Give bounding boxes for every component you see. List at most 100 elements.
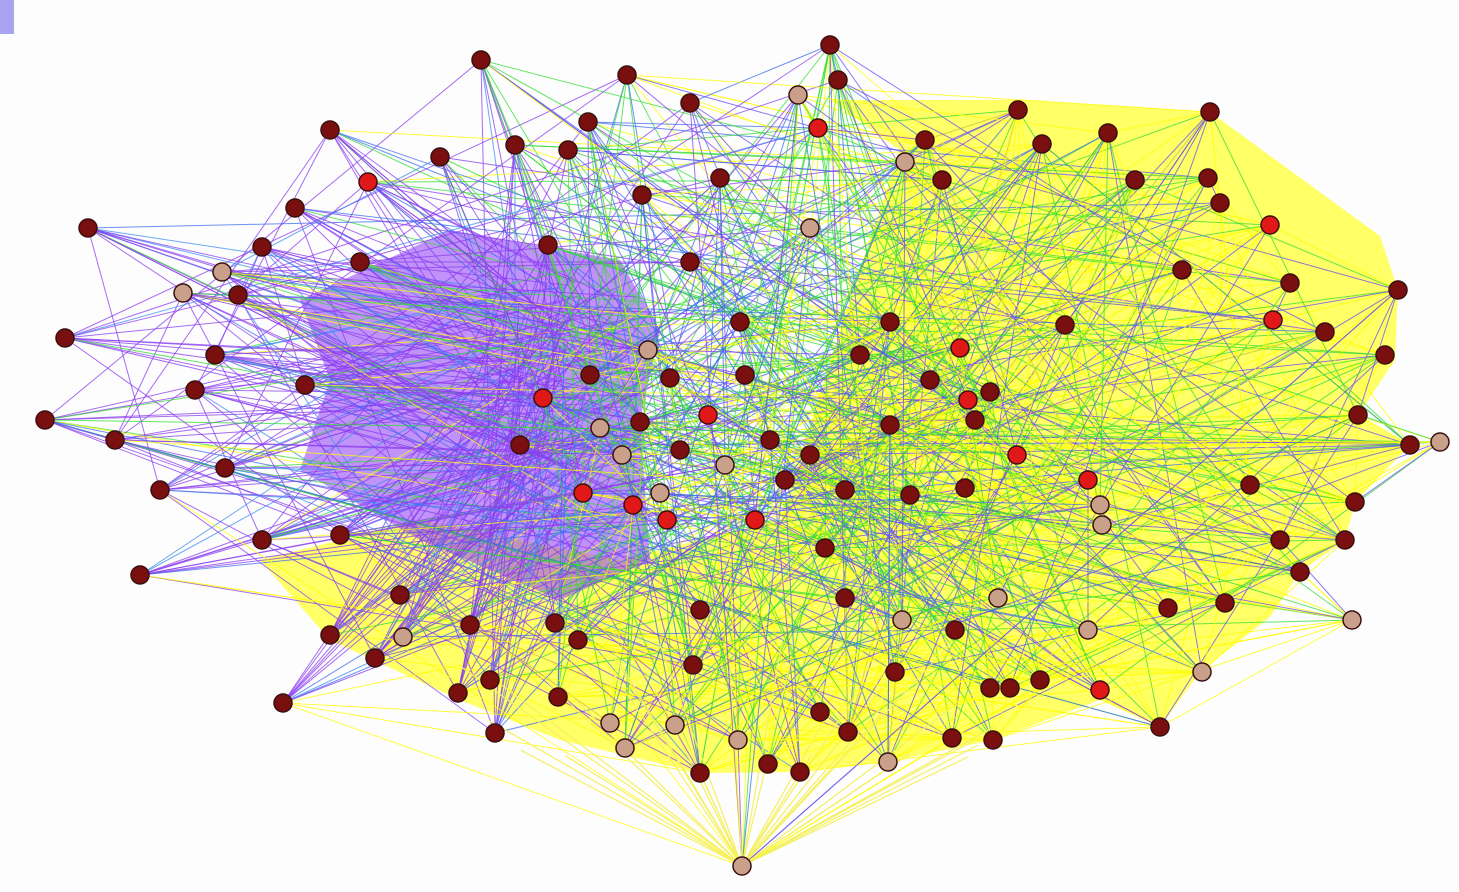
- node: [1343, 611, 1361, 629]
- node: [881, 313, 899, 331]
- node: [776, 471, 794, 489]
- node: [286, 199, 304, 217]
- node: [733, 857, 751, 875]
- node: [216, 459, 234, 477]
- node: [1126, 171, 1144, 189]
- node: [691, 601, 709, 619]
- node: [1033, 135, 1051, 153]
- node: [801, 219, 819, 237]
- node: [618, 66, 636, 84]
- node: [574, 484, 592, 502]
- node: [472, 51, 490, 69]
- node: [761, 431, 779, 449]
- node: [851, 346, 869, 364]
- node: [716, 456, 734, 474]
- node: [981, 383, 999, 401]
- node: [581, 366, 599, 384]
- node: [559, 141, 577, 159]
- node: [1056, 316, 1074, 334]
- node: [1346, 493, 1364, 511]
- node: [569, 631, 587, 649]
- node: [601, 714, 619, 732]
- node: [359, 173, 377, 191]
- node: [1079, 471, 1097, 489]
- node: [1099, 124, 1117, 142]
- node: [633, 186, 651, 204]
- node: [546, 614, 564, 632]
- node: [213, 263, 231, 281]
- node: [746, 511, 764, 529]
- node: [481, 671, 499, 689]
- node: [731, 313, 749, 331]
- node: [1091, 681, 1109, 699]
- node: [461, 616, 479, 634]
- node: [1093, 516, 1111, 534]
- node: [1173, 261, 1191, 279]
- node: [486, 724, 504, 742]
- node: [1199, 169, 1217, 187]
- node: [229, 286, 247, 304]
- network-graph: [0, 0, 1459, 892]
- node: [951, 339, 969, 357]
- node: [331, 526, 349, 544]
- node: [1376, 346, 1394, 364]
- node: [1316, 323, 1334, 341]
- node: [729, 731, 747, 749]
- node: [829, 71, 847, 89]
- node: [1271, 531, 1289, 549]
- node: [1241, 476, 1259, 494]
- node: [591, 419, 609, 437]
- node: [506, 136, 524, 154]
- node: [881, 416, 899, 434]
- node: [449, 684, 467, 702]
- node: [736, 366, 754, 384]
- node: [759, 755, 777, 773]
- node: [1211, 194, 1229, 212]
- node: [946, 621, 964, 639]
- node: [789, 86, 807, 104]
- node: [534, 389, 552, 407]
- node: [106, 431, 124, 449]
- node: [321, 121, 339, 139]
- node: [79, 219, 97, 237]
- node: [811, 703, 829, 721]
- node: [921, 371, 939, 389]
- node: [791, 763, 809, 781]
- node: [651, 484, 669, 502]
- node: [836, 481, 854, 499]
- node: [394, 628, 412, 646]
- node: [711, 169, 729, 187]
- node: [1091, 496, 1109, 514]
- node: [391, 586, 409, 604]
- node: [1201, 103, 1219, 121]
- node: [886, 663, 904, 681]
- node: [1193, 663, 1211, 681]
- node: [699, 406, 717, 424]
- node: [151, 481, 169, 499]
- node: [511, 436, 529, 454]
- node: [253, 238, 271, 256]
- node: [296, 376, 314, 394]
- node: [956, 479, 974, 497]
- node: [816, 539, 834, 557]
- node: [671, 441, 689, 459]
- node: [661, 369, 679, 387]
- node: [1349, 406, 1367, 424]
- node: [624, 496, 642, 514]
- node: [1159, 599, 1177, 617]
- node: [616, 739, 634, 757]
- node: [639, 341, 657, 359]
- node: [691, 764, 709, 782]
- node: [1389, 281, 1407, 299]
- node: [1031, 671, 1049, 689]
- node: [836, 589, 854, 607]
- node: [631, 413, 649, 431]
- node: [1008, 446, 1026, 464]
- node: [321, 626, 339, 644]
- node: [186, 381, 204, 399]
- node: [933, 171, 951, 189]
- node: [174, 284, 192, 302]
- node: [809, 119, 827, 137]
- node: [131, 566, 149, 584]
- node: [1261, 216, 1279, 234]
